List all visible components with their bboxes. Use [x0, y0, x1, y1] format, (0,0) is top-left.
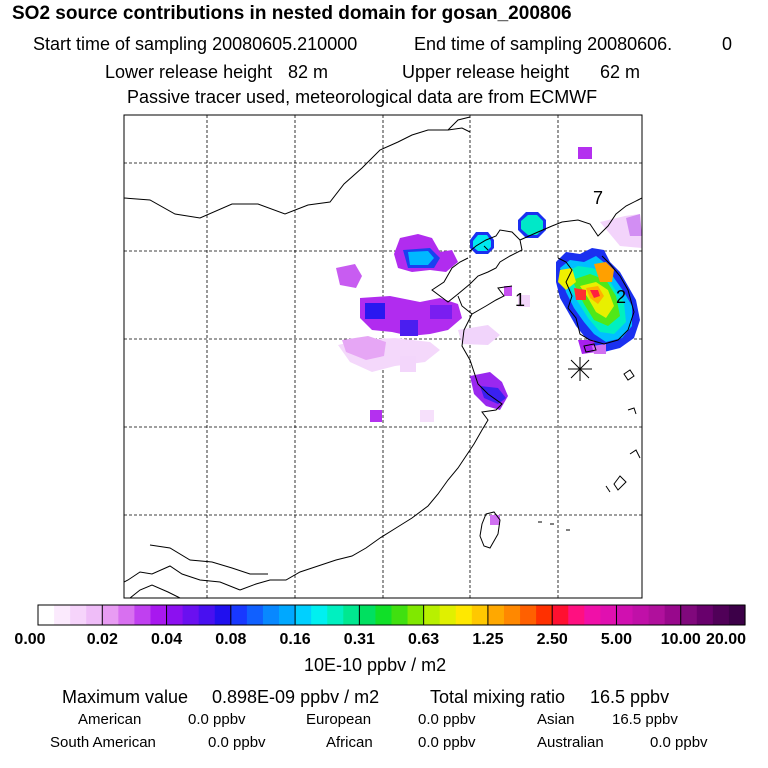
colorbar-swatch — [230, 605, 248, 625]
colorbar-swatch — [102, 605, 119, 625]
colorbar-swatch — [455, 605, 473, 625]
region-asian-name: Asian — [537, 711, 575, 728]
colorbar-swatch — [182, 605, 200, 625]
region-south-american-name: South American — [50, 734, 156, 751]
region-american-name: American — [78, 711, 142, 728]
tracer-note: Passive tracer used, meteorological data… — [127, 87, 598, 107]
region-south-american-value: 0.0 ppbv — [208, 734, 266, 751]
colorbar-swatch — [664, 605, 682, 625]
colorbar-swatch — [568, 605, 585, 625]
concentration-field — [336, 147, 642, 525]
colorbar-tick-label: 2.50 — [536, 631, 568, 648]
total-value: 16.5 ppbv — [590, 687, 670, 707]
region-asian-value: 16.5 ppbv — [612, 711, 678, 728]
colorbar-tick-label: 0.16 — [279, 631, 311, 648]
region-european-name: European — [306, 711, 372, 728]
colorbar-swatch — [343, 605, 360, 625]
end-time-label: End time of sampling 20080606. — [414, 34, 673, 54]
colorbar-swatch — [712, 605, 730, 625]
colorbar-swatch — [198, 605, 216, 625]
region-label-1: 1 — [515, 290, 525, 310]
colorbar-tick-label: 0.63 — [408, 631, 440, 648]
map-title: SO2 source contributions in nested domai… — [12, 3, 572, 24]
colorbar-swatch — [214, 605, 232, 625]
colorbar-swatch — [86, 605, 103, 625]
colorbar-swatch — [262, 605, 280, 625]
colorbar-swatch — [311, 605, 328, 625]
colorbar-swatch — [552, 605, 569, 625]
colorbar-unit: 10E-10 ppbv / m2 — [304, 655, 447, 675]
colorbar-swatch — [359, 605, 377, 625]
colorbar-swatch — [423, 605, 441, 625]
colorbar-swatch — [407, 605, 425, 625]
colorbar-swatch — [295, 605, 312, 625]
colorbar-swatch — [632, 605, 650, 625]
region-australian-value: 0.0 ppbv — [650, 734, 708, 751]
max-label: Maximum value — [62, 687, 189, 707]
end-time-value: 0 — [722, 34, 733, 54]
colorbar-frame — [37, 604, 746, 626]
colorbar-swatch — [503, 605, 521, 625]
colorbar-swatch — [38, 605, 55, 625]
total-label: Total mixing ratio — [430, 687, 566, 707]
colorbar-swatch — [54, 605, 71, 625]
colorbar-tick-label: 20.00 — [705, 631, 747, 648]
colorbar-swatch — [696, 605, 714, 625]
colorbar-swatch — [118, 605, 136, 625]
colorbar-swatch — [487, 605, 505, 625]
receptor-star-icon — [568, 357, 592, 381]
colorbar-swatch — [134, 605, 152, 625]
colorbar-swatch — [375, 605, 393, 625]
colorbar-swatch — [150, 605, 168, 625]
region-label-2: 2 — [616, 287, 626, 307]
region-american-value: 0.0 ppbv — [188, 711, 246, 728]
colorbar-swatch — [680, 605, 698, 625]
colorbar — [37, 604, 746, 626]
upper-height-value: 62 m — [600, 62, 641, 82]
colorbar-tick-label: 0.08 — [215, 631, 247, 648]
lower-height-value: 82 m — [288, 62, 329, 82]
colorbar-swatch — [728, 605, 746, 625]
map-frame — [123, 114, 643, 599]
colorbar-swatch — [327, 605, 344, 625]
colorbar-tick-label: 1.25 — [472, 631, 504, 648]
colorbar-swatch — [439, 605, 457, 625]
colorbar-swatch — [471, 605, 489, 625]
region-australian-name: Australian — [537, 734, 604, 751]
colorbar-swatch — [166, 605, 184, 625]
colorbar-tick-label: 0.04 — [150, 631, 183, 648]
lower-height-label: Lower release height — [105, 62, 273, 82]
max-value: 0.898E-09 ppbv / m2 — [212, 687, 380, 707]
colorbar-swatch — [600, 605, 618, 625]
colorbar-swatch — [70, 605, 87, 625]
colorbar-swatch — [391, 605, 409, 625]
colorbar-tick-label: 0.00 — [14, 631, 46, 648]
region-label-7: 7 — [593, 188, 603, 208]
colorbar-swatch — [246, 605, 264, 625]
colorbar-swatch — [536, 605, 553, 625]
map-content: 1 2 7 — [124, 115, 642, 598]
colorbar-swatch — [616, 605, 634, 625]
upper-height-label: Upper release height — [402, 62, 570, 82]
region-european-value: 0.0 ppbv — [418, 711, 476, 728]
colorbar-swatch — [648, 605, 666, 625]
colorbar-tick-label: 5.00 — [600, 631, 633, 648]
graticule — [124, 115, 642, 598]
start-time-label: Start time of sampling 20080605.210000 — [33, 34, 358, 54]
region-african-name: African — [326, 734, 373, 751]
region-african-value: 0.0 ppbv — [418, 734, 476, 751]
colorbar-tick-label: 0.02 — [86, 631, 118, 648]
colorbar-swatch — [584, 605, 601, 625]
colorbar-tick-label: 0.31 — [343, 631, 375, 648]
colorbar-swatch — [520, 605, 537, 625]
colorbar-swatch — [279, 605, 296, 625]
coastlines — [124, 116, 642, 598]
colorbar-tick-label: 10.00 — [660, 631, 701, 648]
